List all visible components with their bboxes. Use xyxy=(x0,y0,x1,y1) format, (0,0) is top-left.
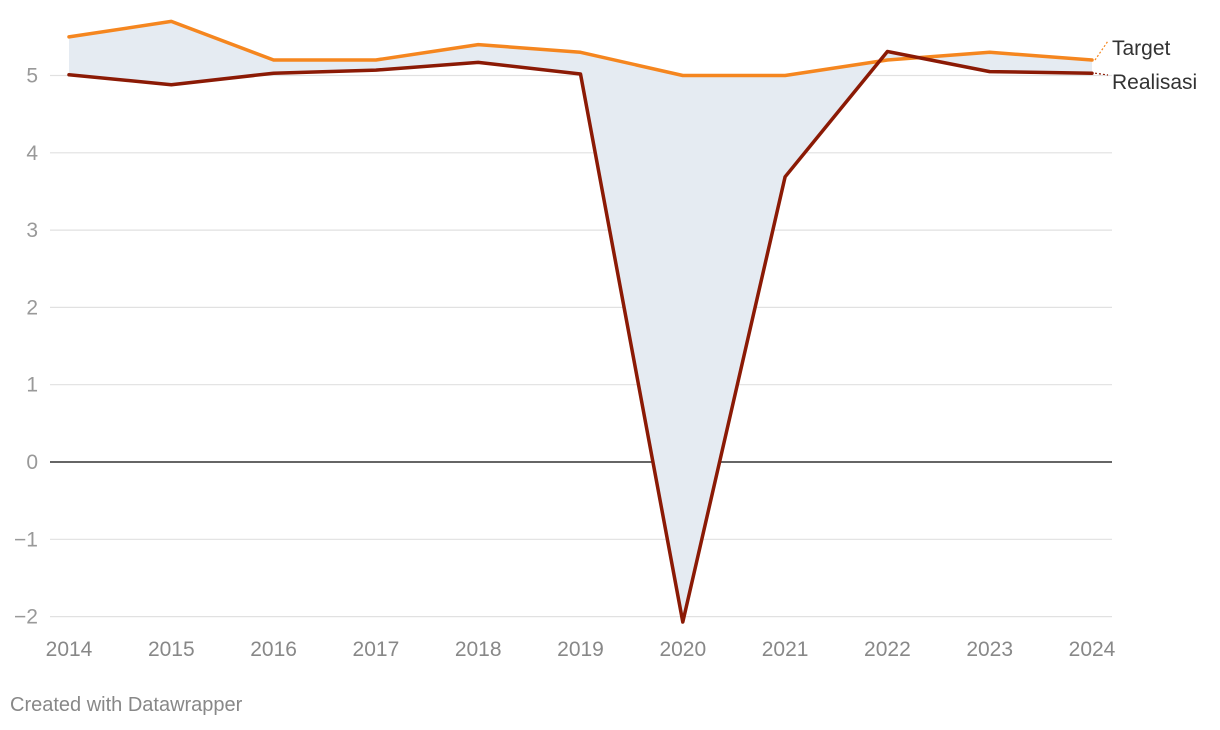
y-tick-label: 5 xyxy=(26,65,38,88)
area-between-series xyxy=(69,21,1092,622)
gap-area xyxy=(69,21,1092,622)
legend: Target Realisasi xyxy=(1094,37,1197,94)
x-tick-label: 2018 xyxy=(455,638,502,661)
x-axis-tick-labels: 2014 2015 2016 2017 2018 2019 2020 2021 2022 2023… xyxy=(46,638,1116,661)
x-tick-label: 2024 xyxy=(1069,638,1116,661)
legend-connector xyxy=(1094,40,1109,61)
legend-label-realisasi: Realisasi xyxy=(1112,71,1197,94)
y-tick-label: −1 xyxy=(14,528,38,551)
y-tick-label: 1 xyxy=(26,374,38,397)
y-axis-tick-labels: −2 −1 0 1 2 3 4 5 xyxy=(14,65,38,629)
x-tick-label: 2022 xyxy=(864,638,911,661)
x-tick-label: 2021 xyxy=(762,638,809,661)
series-lines xyxy=(67,19,1094,624)
legend-connector xyxy=(1094,72,1109,76)
x-tick-label: 2017 xyxy=(353,638,400,661)
x-tick-label: 2014 xyxy=(46,638,93,661)
series-line-realisasi xyxy=(67,49,1094,624)
y-tick-label: 4 xyxy=(26,142,38,165)
y-tick-label: 0 xyxy=(26,451,38,474)
y-tick-label: 3 xyxy=(26,219,38,242)
credit-text: Created with Datawrapper xyxy=(10,694,243,716)
legend-label-target: Target xyxy=(1112,37,1171,60)
x-tick-label: 2023 xyxy=(966,638,1013,661)
y-tick-label: −2 xyxy=(14,606,38,629)
x-tick-label: 2019 xyxy=(557,638,604,661)
x-tick-label: 2016 xyxy=(250,638,297,661)
x-tick-label: 2015 xyxy=(148,638,195,661)
y-tick-label: 2 xyxy=(26,296,38,319)
x-tick-label: 2020 xyxy=(659,638,706,661)
grid-lines xyxy=(50,74,1112,618)
